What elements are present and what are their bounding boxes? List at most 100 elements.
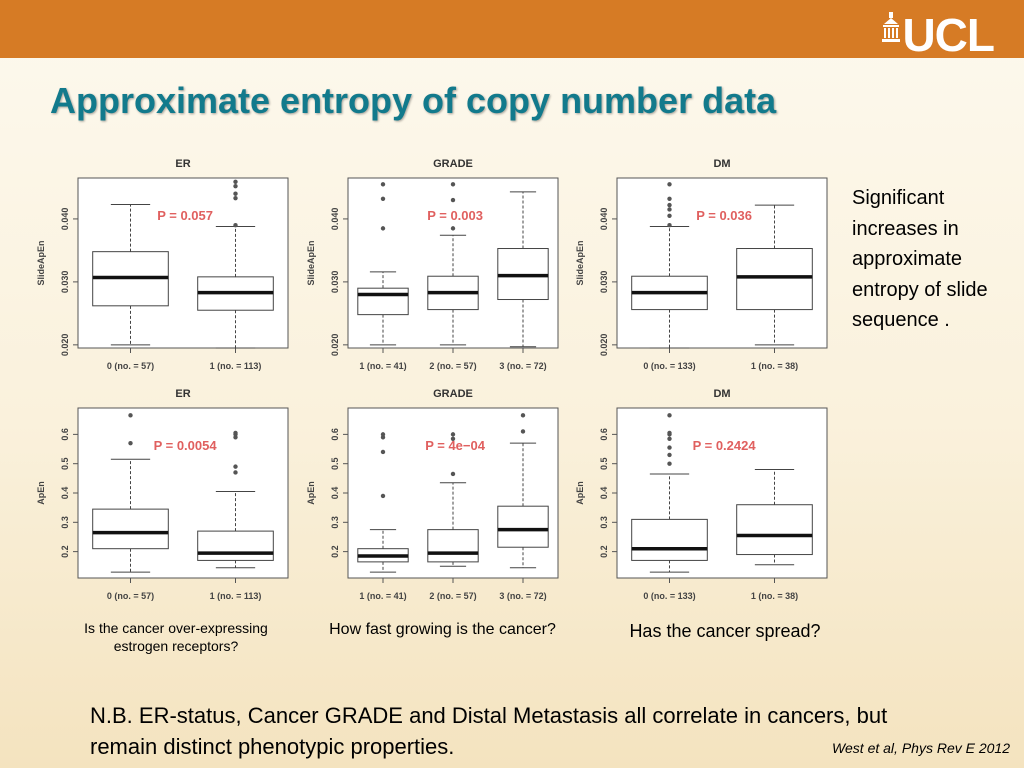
y-tick-label: 0.3	[599, 516, 609, 529]
x-tick-label: 1 (no. = 41)	[359, 591, 406, 601]
y-axis-label: ApEn	[36, 481, 46, 505]
outlier-point	[667, 445, 672, 450]
outlier-point	[667, 182, 672, 187]
y-tick-label: 0.020	[330, 334, 340, 357]
outlier-point	[667, 207, 672, 212]
outlier-point	[380, 493, 386, 499]
outlier-point	[520, 413, 526, 418]
y-tick-label: 0.020	[599, 334, 609, 357]
x-tick-label: 3 (no. = 72)	[499, 361, 546, 371]
y-tick-label: 0.030	[330, 271, 340, 294]
ucl-logo: UCL	[882, 9, 995, 61]
y-tick-label: 0.3	[60, 516, 70, 529]
panel-title: DM	[713, 158, 730, 170]
x-tick-label: 2 (no. = 57)	[429, 361, 476, 371]
outlier-point	[520, 429, 526, 434]
x-tick-label: 1 (no. = 113)	[210, 361, 262, 371]
box	[736, 248, 813, 311]
outlier-point	[450, 436, 456, 441]
p-value-label: P = 0.003	[427, 208, 483, 223]
outlier-point	[233, 183, 238, 189]
outlier-point	[450, 226, 456, 231]
citation: West et al, Phys Rev E 2012	[832, 740, 1010, 756]
y-tick-label: 0.4	[60, 487, 70, 500]
box	[497, 505, 549, 548]
outlier-point	[380, 196, 386, 201]
outlier-point	[450, 471, 456, 477]
outlier-point	[128, 413, 133, 418]
panel-title: GRADE	[433, 158, 473, 170]
footnote: N.B. ER-status, Cancer GRADE and Distal …	[90, 703, 888, 759]
y-tick-label: 0.6	[330, 428, 340, 441]
y-axis-label: SlideApEn	[306, 240, 316, 285]
outlier-point	[667, 452, 672, 458]
y-tick-label: 0.4	[599, 487, 609, 500]
header-bar: UCL	[0, 0, 1024, 58]
outlier-point	[667, 413, 672, 418]
box	[197, 530, 274, 561]
x-tick-label: 0 (no. = 57)	[107, 361, 154, 371]
y-tick-label: 0.2	[60, 545, 70, 558]
outlier-point	[380, 432, 386, 437]
outlier-point	[667, 436, 672, 441]
panel-title: DM	[713, 388, 730, 400]
x-tick-label: 1 (no. = 41)	[359, 361, 406, 371]
outlier-point	[233, 179, 238, 184]
p-value-label: P = 0.0054	[154, 438, 218, 453]
y-tick-label: 0.6	[60, 428, 70, 441]
portico-icon	[882, 12, 901, 42]
y-tick-label: 0.3	[330, 516, 340, 529]
outlier-point	[233, 195, 238, 201]
outlier-point	[667, 202, 672, 208]
outlier-point	[450, 182, 456, 187]
y-tick-label: 0.040	[330, 208, 340, 231]
box	[736, 504, 813, 556]
x-tick-label: 0 (no. = 57)	[107, 591, 154, 601]
slide-title: Approximate entropy of copy number data	[50, 80, 777, 121]
x-tick-label: 2 (no. = 57)	[429, 591, 476, 601]
y-tick-label: 0.2	[330, 545, 340, 558]
outlier-point	[380, 449, 386, 455]
panel-title: ER	[175, 388, 190, 400]
x-tick-label: 3 (no. = 72)	[499, 591, 546, 601]
outlier-point	[380, 226, 386, 231]
logo-text: UCL	[902, 9, 995, 61]
outlier-point	[667, 461, 672, 466]
y-tick-label: 0.2	[599, 545, 609, 558]
caption-dm: Has the cancer spread?	[629, 621, 821, 641]
y-axis-label: ApEn	[575, 481, 585, 505]
y-tick-label: 0.040	[60, 208, 70, 231]
outlier-point	[233, 430, 238, 436]
y-axis-label: SlideApEn	[575, 240, 585, 285]
box	[427, 529, 479, 563]
y-tick-label: 0.030	[60, 271, 70, 294]
x-tick-label: 0 (no. = 133)	[643, 361, 695, 371]
panel-title: GRADE	[433, 388, 473, 400]
y-tick-label: 0.5	[330, 457, 340, 470]
outlier-point	[667, 213, 672, 218]
outlier-point	[233, 223, 238, 228]
p-value-label: P = 0.057	[157, 208, 213, 223]
x-tick-label: 1 (no. = 113)	[210, 591, 262, 601]
y-axis-label: ApEn	[306, 481, 316, 505]
y-tick-label: 0.6	[599, 428, 609, 441]
outlier-point	[233, 470, 238, 475]
p-value-label: P = 0.2424	[693, 438, 757, 453]
y-tick-label: 0.020	[60, 334, 70, 357]
panel-title: ER	[175, 158, 190, 170]
p-value-label: P = 4e−04	[425, 438, 486, 453]
y-tick-label: 0.4	[330, 487, 340, 500]
outlier-point	[450, 197, 456, 203]
caption-grade: How fast growing is the cancer?	[329, 621, 556, 638]
p-value-label: P = 0.036	[696, 208, 752, 223]
outlier-point	[380, 182, 386, 187]
x-tick-label: 0 (no. = 133)	[643, 591, 695, 601]
y-tick-label: 0.5	[599, 457, 609, 470]
outlier-point	[667, 196, 672, 201]
outlier-point	[450, 432, 456, 437]
y-tick-label: 0.040	[599, 208, 609, 231]
outlier-point	[233, 191, 238, 196]
outlier-point	[233, 464, 238, 469]
outlier-point	[667, 430, 672, 436]
